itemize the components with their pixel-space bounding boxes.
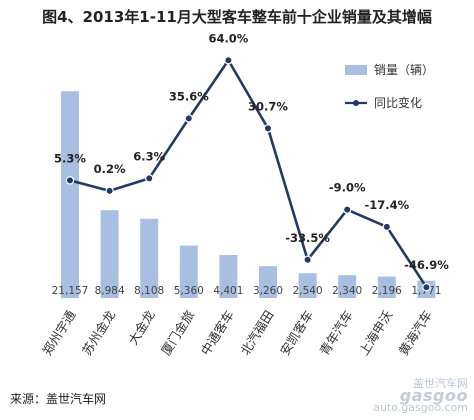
bar-value-label: 3,260 [253, 285, 283, 297]
chart-title: 图4、2013年1-11月大型客车整车前十企业销量及其增幅 [42, 7, 432, 26]
series-line [69, 58, 428, 288]
category-label: 上海申沃 [356, 307, 395, 358]
watermark-url: auto.gasgoo.com [373, 401, 468, 414]
line-value-label: 5.3% [54, 151, 86, 165]
bar-labels-layer: 21,157 8,984 8,108 5,360 4,401 3,260 2,540 2,34… [52, 285, 442, 297]
bar-value-label: 2,540 [293, 285, 323, 297]
bar-value-label: 21,157 [52, 285, 89, 297]
line-value-label: -33.5% [285, 231, 330, 245]
bar [219, 254, 238, 298]
line-point [382, 222, 391, 232]
legend-line-label: 同比变化 [374, 95, 422, 110]
bar-value-label: 2,196 [372, 285, 402, 297]
legend-line-marker [353, 100, 359, 106]
line-point [303, 255, 312, 264]
line-value-label: 0.2% [94, 162, 126, 176]
bar-value-label: 8,108 [134, 285, 164, 297]
source-note: 来源：盖世汽车网 [10, 392, 107, 406]
bar [338, 275, 357, 298]
category-label: 安凯客车 [277, 308, 316, 358]
watermark: 盖世汽车网 gasgoo auto.gasgoo.com [373, 378, 468, 414]
category-label: 北汽福田 [237, 308, 276, 358]
watermark-brand: 盖世汽车网 [413, 377, 468, 390]
bar-value-label: 2,340 [332, 285, 362, 297]
category-label: 中通客车 [198, 308, 237, 358]
line-value-label: 30.7% [248, 99, 288, 113]
category-label: 苏州金龙 [79, 308, 118, 358]
bar [179, 245, 198, 298]
bar-value-label: 5,360 [174, 285, 204, 297]
line-point [422, 282, 431, 292]
legend: 销量（辆） 同比变化 [345, 63, 434, 110]
line-point [263, 124, 273, 133]
line-value-label: 35.6% [169, 89, 209, 103]
bar [298, 273, 317, 298]
bar [100, 210, 119, 298]
bar [61, 91, 79, 299]
category-label: 黄海汽车 [396, 308, 435, 358]
legend-bar-label: 销量（辆） [374, 63, 434, 77]
bar [377, 276, 396, 298]
watermark-logo: gasgoo [399, 386, 468, 405]
category-label: 郑州宇通 [39, 307, 78, 358]
line-point [65, 176, 75, 185]
point-labels-layer: 5.3% 0.2% 6.3% 35.6% 64.0% 30.7% -33.5% -9.0% -1… [54, 31, 449, 272]
line-value-label: -17.4% [364, 198, 409, 212]
line-layer [65, 56, 431, 292]
bar-value-label: 4,401 [213, 285, 243, 297]
line-point [144, 174, 154, 183]
line-value-label: 64.0% [208, 31, 248, 45]
line-point [184, 114, 193, 123]
line-value-label: 6.3% [133, 149, 165, 163]
line-point [224, 56, 233, 65]
category-label: 厦门金旅 [158, 308, 197, 358]
bar-value-label: 8,984 [95, 285, 125, 297]
category-label: 大金龙 [125, 308, 158, 348]
legend-bar-swatch [345, 65, 367, 75]
category-label: 青年汽车 [317, 308, 356, 358]
bar [259, 266, 277, 298]
line-point [105, 186, 114, 196]
line-value-label: -46.9% [404, 258, 449, 272]
x-labels-layer: 郑州宇通 苏州金龙 大金龙 厦门金旅 中通客车 北汽福田 安凯客车 青年汽车 上海申沃 黄海汽车 [39, 307, 435, 358]
bar [140, 218, 159, 298]
line-value-label: -9.0% [329, 181, 366, 195]
bars-layer [61, 91, 436, 299]
line-point [343, 205, 352, 214]
